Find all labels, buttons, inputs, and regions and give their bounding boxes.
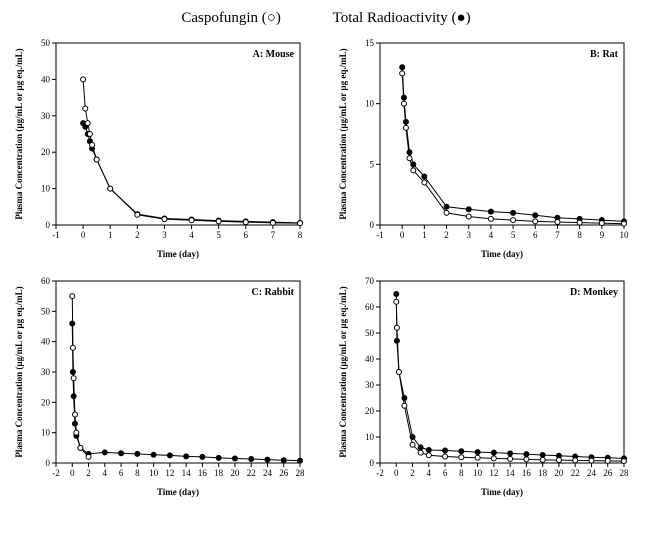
svg-text:60: 60 [41, 276, 51, 286]
svg-text:60: 60 [365, 302, 375, 312]
svg-text:50: 50 [41, 306, 51, 316]
svg-text:14: 14 [182, 468, 192, 478]
svg-text:12: 12 [489, 468, 498, 478]
svg-text:28: 28 [296, 468, 306, 478]
svg-text:18: 18 [214, 468, 224, 478]
svg-text:0: 0 [400, 230, 405, 240]
svg-text:26: 26 [279, 468, 289, 478]
svg-text:28: 28 [620, 468, 630, 478]
svg-text:A: Mouse: A: Mouse [253, 49, 295, 60]
svg-text:15: 15 [365, 38, 375, 48]
svg-text:8: 8 [298, 230, 303, 240]
svg-text:20: 20 [365, 406, 375, 416]
svg-text:20: 20 [41, 397, 51, 407]
svg-text:16: 16 [522, 468, 532, 478]
svg-text:Plasma Concentration (µg/mL or: Plasma Concentration (µg/mL or µg eq./mL… [14, 286, 24, 457]
svg-text:30: 30 [41, 111, 51, 121]
svg-text:10: 10 [365, 432, 375, 442]
svg-text:40: 40 [41, 337, 51, 347]
svg-text:Time (day): Time (day) [481, 249, 523, 259]
svg-text:0: 0 [370, 458, 375, 468]
svg-text:4: 4 [189, 230, 194, 240]
svg-text:0: 0 [81, 230, 86, 240]
svg-text:50: 50 [41, 38, 51, 48]
chart-grid: -101234567801020304050Time (day)Plasma C… [10, 33, 642, 501]
svg-text:0: 0 [394, 468, 399, 478]
svg-text:10: 10 [620, 230, 630, 240]
svg-text:Plasma Concentration (µg/mL or: Plasma Concentration (µg/mL or µg eq./mL… [14, 48, 24, 219]
svg-text:0: 0 [370, 220, 375, 230]
svg-text:4: 4 [103, 468, 108, 478]
svg-text:7: 7 [271, 230, 276, 240]
svg-text:2: 2 [444, 230, 449, 240]
panel-mouse: -101234567801020304050Time (day)Plasma C… [10, 33, 318, 263]
svg-text:22: 22 [571, 468, 580, 478]
svg-text:2: 2 [135, 230, 140, 240]
legend-caspofungin: Caspofungin (○) [181, 10, 280, 26]
svg-text:10: 10 [149, 468, 159, 478]
svg-text:9: 9 [600, 230, 605, 240]
svg-text:6: 6 [244, 230, 249, 240]
svg-text:16: 16 [198, 468, 208, 478]
svg-text:0: 0 [46, 220, 51, 230]
svg-text:70: 70 [365, 276, 375, 286]
svg-text:7: 7 [555, 230, 560, 240]
svg-text:-2: -2 [52, 468, 60, 478]
svg-text:Time (day): Time (day) [157, 487, 199, 497]
svg-text:20: 20 [554, 468, 564, 478]
panel-rat: -1012345678910051015Time (day)Plasma Con… [334, 33, 642, 263]
svg-text:14: 14 [506, 468, 515, 478]
svg-text:3: 3 [466, 230, 471, 240]
svg-text:40: 40 [365, 354, 375, 364]
svg-text:6: 6 [119, 468, 124, 478]
svg-text:6: 6 [533, 230, 538, 240]
svg-text:40: 40 [41, 74, 51, 84]
svg-text:10: 10 [41, 428, 51, 438]
svg-text:0: 0 [46, 458, 51, 468]
svg-text:20: 20 [230, 468, 240, 478]
legend-radio: Total Radioactivity (●) [333, 10, 471, 26]
svg-text:5: 5 [511, 230, 516, 240]
svg-text:2: 2 [410, 468, 415, 478]
svg-text:Time (day): Time (day) [481, 487, 523, 497]
svg-text:4: 4 [427, 468, 432, 478]
svg-text:22: 22 [247, 468, 256, 478]
panel-rabbit: -202468101214161820222426280102030405060… [10, 271, 318, 501]
svg-text:1: 1 [422, 230, 427, 240]
svg-text:2: 2 [86, 468, 91, 478]
svg-text:5: 5 [370, 159, 375, 169]
svg-text:6: 6 [443, 468, 448, 478]
svg-text:24: 24 [263, 468, 273, 478]
svg-text:D: Monkey: D: Monkey [570, 287, 618, 298]
svg-text:Plasma Concentration (µg/mL or: Plasma Concentration (µg/mL or µg eq./mL… [338, 286, 348, 457]
panel-monkey: -202468101214161820222426280102030405060… [334, 271, 642, 501]
svg-text:12: 12 [165, 468, 174, 478]
svg-text:Plasma Concentration (µg/mL or: Plasma Concentration (µg/mL or µg eq./mL… [338, 48, 348, 219]
svg-text:8: 8 [577, 230, 582, 240]
svg-text:Time (day): Time (day) [157, 249, 199, 259]
svg-text:20: 20 [41, 147, 51, 157]
svg-text:26: 26 [603, 468, 613, 478]
svg-text:-1: -1 [376, 230, 384, 240]
svg-text:3: 3 [162, 230, 167, 240]
svg-text:0: 0 [70, 468, 75, 478]
svg-text:24: 24 [587, 468, 597, 478]
svg-text:30: 30 [365, 380, 375, 390]
svg-text:8: 8 [459, 468, 464, 478]
svg-text:10: 10 [41, 184, 51, 194]
svg-text:50: 50 [365, 328, 375, 338]
svg-text:-1: -1 [52, 230, 60, 240]
svg-text:-2: -2 [376, 468, 384, 478]
svg-text:4: 4 [489, 230, 494, 240]
svg-text:B: Rat: B: Rat [590, 49, 619, 60]
svg-text:1: 1 [108, 230, 113, 240]
svg-text:5: 5 [216, 230, 221, 240]
svg-text:30: 30 [41, 367, 51, 377]
svg-text:8: 8 [135, 468, 140, 478]
svg-text:10: 10 [365, 99, 375, 109]
svg-text:10: 10 [473, 468, 483, 478]
legend: Caspofungin (○) Total Radioactivity (●) [10, 10, 642, 27]
svg-text:18: 18 [538, 468, 548, 478]
svg-text:C: Rabbit: C: Rabbit [251, 287, 294, 298]
